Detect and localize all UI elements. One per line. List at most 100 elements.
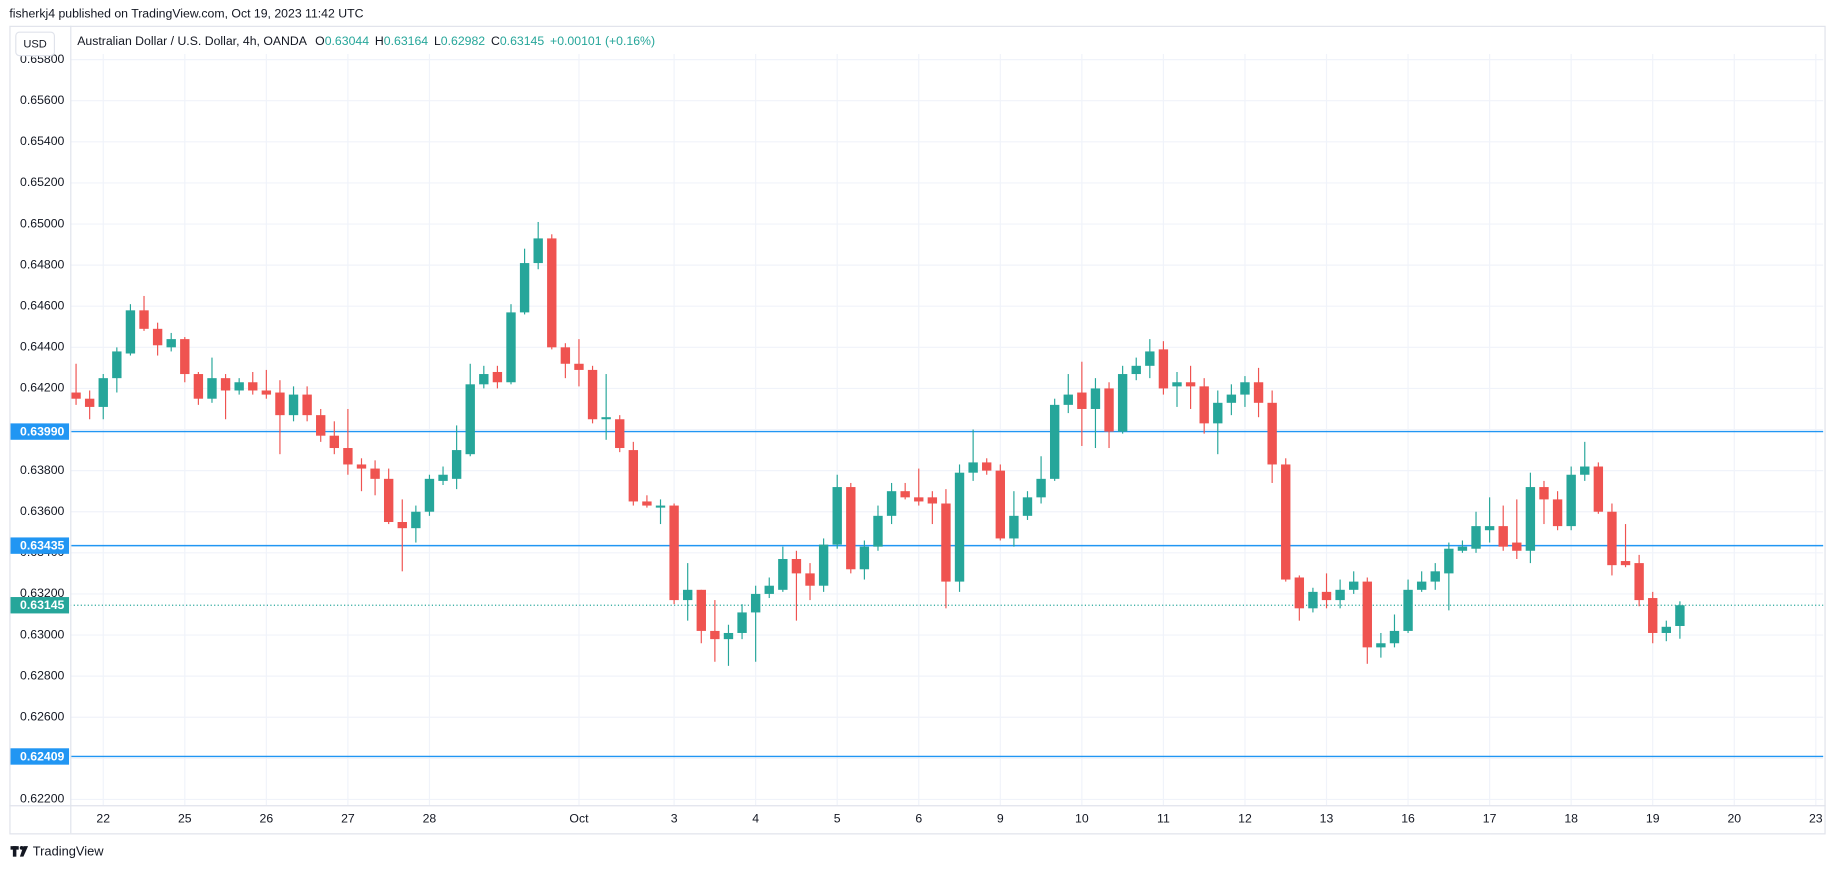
candle-body — [982, 462, 992, 471]
logo-part — [12, 846, 17, 857]
x-tick-label: Oct — [569, 811, 589, 825]
x-tick-label: 25 — [178, 811, 192, 825]
candle-body — [642, 501, 652, 506]
x-axis: 22 25 26 27 28 Oct 3 4 5 6 9 10 11 12 13 16 17 18 19 20 23 — [96, 811, 1822, 825]
candle-body — [587, 369, 598, 420]
x-tick-label: 17 — [1483, 811, 1497, 825]
x-tick-label: 26 — [260, 811, 274, 825]
legend-key: L — [434, 34, 441, 48]
candle-body — [1199, 386, 1209, 424]
candle-body — [1648, 598, 1658, 633]
candle-body — [207, 378, 217, 399]
candle-body — [764, 585, 774, 594]
y-tick-label: 0.65000 — [20, 216, 65, 230]
candle-body — [1675, 605, 1685, 626]
footer-brand: TradingView — [33, 843, 104, 858]
currency-button[interactable] — [15, 31, 56, 57]
level-label-bg — [10, 748, 70, 765]
candle-body — [411, 511, 421, 529]
candle-body — [1525, 487, 1536, 551]
level-label: 0.63145 — [20, 598, 65, 612]
candle-body — [547, 238, 557, 348]
y-tick-label: 0.64800 — [20, 257, 65, 271]
candle-body — [1104, 388, 1114, 432]
candle-body — [1253, 382, 1264, 403]
candle-body — [288, 394, 299, 416]
x-tick-label: 18 — [1564, 811, 1578, 825]
candle-body — [316, 415, 326, 436]
candles — [71, 221, 1685, 666]
x-tick-label: 10 — [1075, 811, 1089, 825]
candle-body — [397, 522, 407, 529]
candle-body — [941, 503, 951, 582]
currency-label[interactable]: USD — [23, 38, 46, 50]
candle-body — [1036, 478, 1046, 498]
candle-body — [166, 339, 176, 348]
logo-part — [19, 846, 29, 857]
candle-body — [1281, 464, 1291, 580]
candle-body — [1063, 394, 1073, 405]
candle-body — [193, 374, 204, 399]
footer-logo — [10, 846, 29, 857]
candle-body — [995, 470, 1005, 539]
candle-body — [805, 573, 815, 586]
candle-body — [1308, 591, 1318, 609]
candle-body — [1335, 589, 1345, 601]
candle-body — [383, 478, 394, 523]
candle-body — [71, 392, 81, 399]
candle-body — [302, 394, 312, 416]
candle-body — [737, 612, 747, 633]
legend-change: +0.00101 (+0.16%) — [550, 34, 655, 48]
x-tick-label: 19 — [1646, 811, 1660, 825]
x-tick-label: 6 — [915, 811, 922, 825]
candle-body — [1158, 349, 1169, 389]
candle-body — [1593, 466, 1604, 512]
candle-body — [1430, 571, 1440, 582]
candle-body — [968, 462, 978, 473]
y-tick-label: 0.65200 — [20, 175, 65, 189]
candle-body — [1457, 546, 1468, 551]
candle-body — [1607, 511, 1617, 566]
candle-body — [1172, 382, 1182, 387]
candle-body — [1117, 374, 1128, 432]
y-tick-label: 0.64400 — [20, 340, 65, 354]
candle-body — [125, 310, 136, 354]
candle-body — [1226, 394, 1237, 403]
candle-body — [696, 589, 706, 631]
x-tick-label: 5 — [834, 811, 841, 825]
y-tick-label: 0.65800 — [20, 52, 65, 66]
candle-body — [139, 310, 149, 329]
chart-frame — [9, 25, 1826, 835]
candle-body — [1416, 581, 1427, 590]
candle-body — [1090, 388, 1101, 409]
candle-body — [1580, 466, 1590, 475]
candle-body — [1661, 626, 1672, 633]
candle-body — [1349, 581, 1359, 590]
candle-body — [778, 558, 788, 590]
x-tick-label: 20 — [1727, 811, 1741, 825]
x-tick-label: 11 — [1157, 811, 1170, 825]
candle-body — [1240, 382, 1250, 395]
candle-body — [1321, 591, 1332, 601]
candle-body — [220, 378, 231, 391]
x-tick-label: 27 — [341, 811, 355, 825]
candle-body — [1552, 499, 1563, 527]
legend-value: 0.63044 — [325, 34, 370, 48]
candle-body — [343, 448, 353, 465]
candle-body — [1620, 561, 1631, 566]
y-tick-label: 0.63000 — [20, 627, 65, 641]
candle-body — [859, 546, 870, 570]
candle-body — [1539, 487, 1549, 500]
candle-body — [927, 497, 938, 504]
candle-body — [234, 382, 244, 391]
candle-body — [1566, 474, 1576, 527]
level-label-bg — [10, 597, 70, 614]
candle-body — [180, 339, 190, 375]
legend-value: 0.63164 — [384, 34, 429, 48]
candle-body — [356, 464, 367, 469]
x-tick-label: 3 — [671, 811, 678, 825]
candle-body — [818, 544, 829, 586]
candle-body — [479, 374, 489, 385]
